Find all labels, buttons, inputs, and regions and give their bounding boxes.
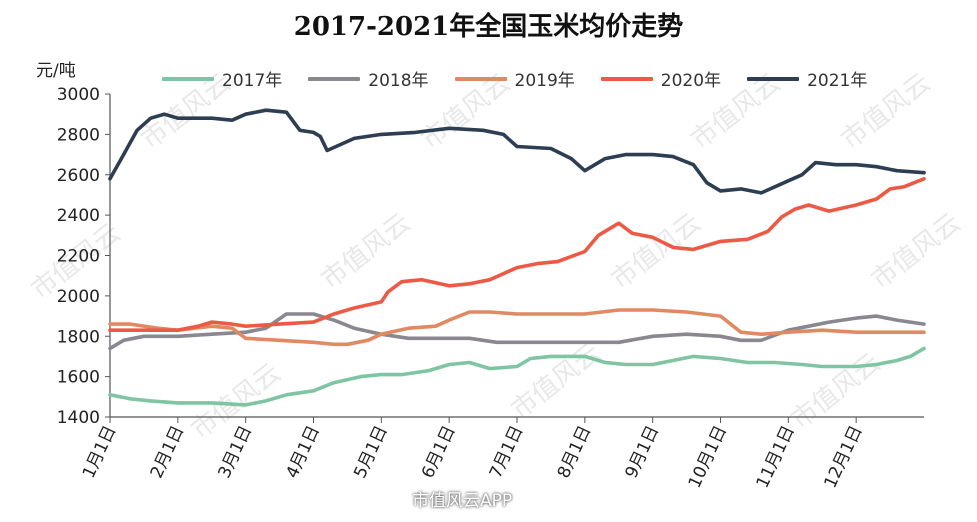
- y-unit-label: 元/吨: [36, 61, 76, 81]
- legend-label: 2021年: [807, 71, 868, 91]
- legend-label: 2017年: [222, 71, 283, 91]
- x-tick-label: 5月1日: [350, 423, 392, 482]
- source-watermark: 市值风云APP: [412, 491, 513, 511]
- x-tick-label: 4月1日: [282, 423, 324, 482]
- x-tick-label: 9月1日: [622, 423, 664, 482]
- x-tick-label: 12月1日: [820, 423, 866, 492]
- x-tick-label: 10月1日: [685, 423, 731, 492]
- x-tick-label: 8月1日: [554, 423, 596, 482]
- x-tick-label: 1月1日: [79, 423, 121, 482]
- legend-item: 2018年: [308, 66, 429, 91]
- legend: 2017年 2018年 2019年 2020年 2021年: [162, 66, 867, 91]
- x-tick-label: 2月1日: [147, 423, 189, 482]
- legend-label: 2020年: [660, 71, 722, 91]
- background-watermark: 市值风云: [786, 348, 886, 436]
- background-watermark: 市值风云: [866, 208, 966, 296]
- x-tick-label: 6月1日: [418, 423, 460, 482]
- background-watermark: 市值风云: [606, 208, 706, 296]
- y-tick-label: 1800: [57, 327, 100, 347]
- y-tick-label: 2400: [57, 206, 100, 226]
- series-line-2018年: [108, 312, 926, 351]
- x-tick-label: 7月1日: [486, 423, 528, 482]
- background-watermark: 市值风云: [506, 338, 606, 426]
- legend-item: 2019年: [454, 66, 575, 91]
- legend-item: 2017年: [162, 66, 282, 91]
- y-tick-label: 3000: [57, 85, 100, 105]
- series-line-2017年: [108, 346, 926, 407]
- series-line-2021年: [108, 108, 926, 195]
- series-line-2019年: [108, 308, 926, 347]
- y-tick-label: 1400: [57, 408, 100, 428]
- y-tick-label: 2200: [57, 247, 100, 267]
- x-tick-label: 11月1日: [753, 423, 799, 492]
- legend-label: 2019年: [514, 71, 575, 91]
- y-tick-label: 2600: [57, 166, 100, 186]
- legend-swatch: [308, 76, 361, 81]
- legend-label: 2018年: [368, 71, 429, 91]
- legend-item: 2021年: [747, 66, 867, 91]
- series-line-2020年: [108, 177, 926, 333]
- legend-item: 2020年: [600, 66, 722, 91]
- legend-swatch: [162, 76, 214, 81]
- legend-swatch: [454, 76, 507, 81]
- chart-title: 2017-2021年全国玉米均价走势: [293, 12, 684, 42]
- y-tick-label: 2000: [57, 287, 100, 307]
- y-tick-label: 1600: [57, 368, 100, 388]
- legend-swatch: [747, 76, 800, 81]
- legend-swatch: [600, 76, 653, 81]
- y-tick-label: 2800: [57, 125, 100, 145]
